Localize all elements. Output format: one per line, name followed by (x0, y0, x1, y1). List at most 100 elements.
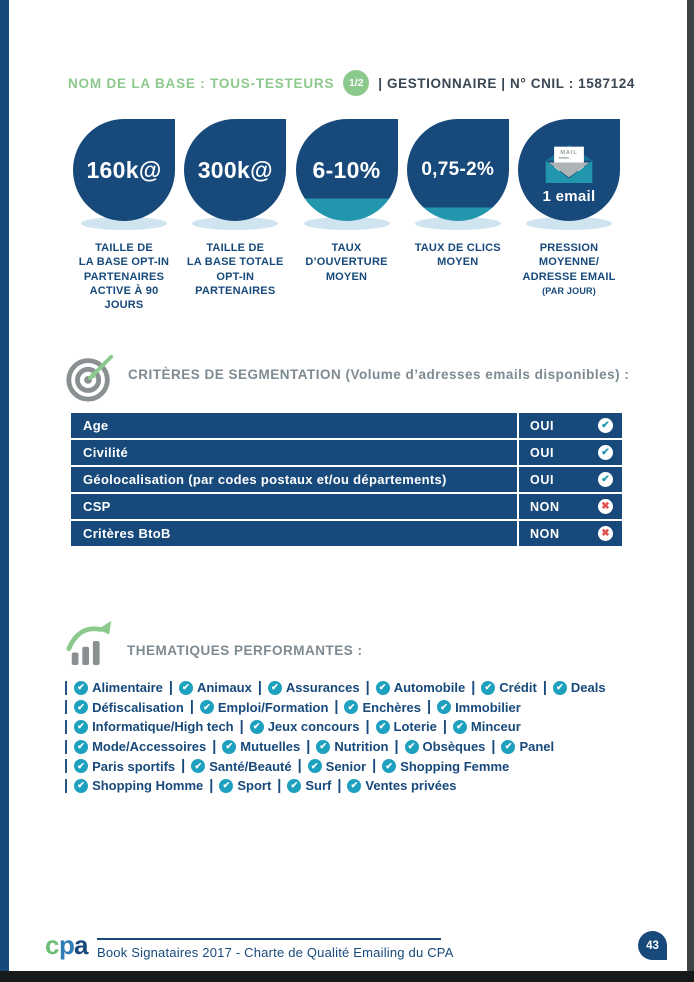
thematique-label: Sport (237, 778, 272, 794)
separator-bar: | (365, 718, 370, 735)
criterion-value-cell: OUI ✔ (517, 467, 622, 492)
stat-shadow (414, 217, 501, 230)
check-circle-icon: ✔ (249, 719, 264, 734)
base-name-label: NOM DE LA BASE : TOUS-TESTEURS (68, 75, 335, 91)
thematique-item: | ✔ Surf (277, 778, 331, 794)
check-circle-icon: ✔ (222, 739, 237, 754)
thematique-label: Senior (325, 758, 367, 774)
stat-sublabel: (PAR JOUR) (542, 285, 596, 296)
check-circle-icon: ✔ (316, 739, 331, 754)
separator-bar: | (334, 699, 339, 716)
separator-bar: | (471, 679, 476, 696)
check-circle-icon: ✔ (452, 719, 467, 734)
page-right-border (687, 0, 694, 982)
stat-value: 6-10% (312, 156, 381, 183)
thematique-item: | ✔ Shopping Homme (64, 778, 203, 794)
separator-bar: | (64, 718, 69, 735)
criterion-label: Critères BtoB (83, 526, 171, 541)
check-circle-icon: ✔ (74, 719, 89, 734)
thematique-item: | ✔ Deals (543, 680, 606, 696)
thematique-label: Mode/Accessoires (92, 739, 207, 755)
separator-bar: | (394, 738, 399, 755)
table-row: Géolocalisation (par codes postaux et/ou… (71, 467, 622, 492)
thematique-item: | ✔ Enchères (334, 699, 421, 715)
logo-letter-c: c (45, 930, 59, 960)
cross-circle-icon: ✖ (598, 499, 613, 514)
separator-bar: | (365, 679, 370, 696)
stat-shadow (526, 217, 612, 230)
check-circle-icon: ✔ (347, 778, 362, 793)
thematiques-line: | ✔ Informatique/High tech | ✔ Jeux conc… (64, 717, 649, 737)
thematique-item: | ✔ Défiscalisation (64, 699, 184, 715)
segmentation-title: CRITÈRES DE SEGMENTATION (Volume d’adres… (128, 367, 630, 382)
check-circle-icon: ✔ (404, 739, 419, 754)
thematique-item: | ✔ Crédit (471, 680, 537, 696)
stat-value: 1 email (542, 187, 596, 205)
separator-bar: | (168, 679, 173, 696)
criterion-value: OUI (530, 472, 555, 487)
thematiques-line: | ✔ Défiscalisation | ✔ Emploi/Formation… (64, 698, 649, 718)
thematique-label: Animaux (196, 680, 252, 696)
check-circle-icon: ✔ (74, 700, 89, 715)
check-circle-icon: ✔ (74, 759, 89, 774)
table-row: Critères BtoB NON ✖ (71, 521, 622, 546)
stat-bubble: 300k@ (184, 119, 287, 221)
criterion-label: CSP (83, 499, 111, 514)
header: NOM DE LA BASE : TOUS-TESTEURS 1/2 | GES… (68, 70, 635, 96)
page-left-border (0, 0, 9, 982)
logo-letter-p: p (59, 930, 75, 960)
footer-text: Book Signataires 2017 - Charte de Qualit… (97, 945, 454, 960)
stat-item: 160k@ TAILLE DE LA BASE OPT-IN PARTENAIR… (71, 119, 177, 312)
stat-label: TAUX DE CLICS MOYEN (414, 242, 501, 269)
table-row: Civilité OUI ✔ (71, 440, 622, 465)
thematique-label: Santé/Beauté (209, 758, 292, 774)
cpa-logo: c p a (45, 928, 91, 962)
separator-bar: | (209, 777, 214, 794)
stat-bubble: MAIL 1 email (518, 119, 620, 221)
stat-bubble: 0,75-2% (406, 119, 509, 221)
separator-bar: | (372, 758, 377, 775)
thematique-item: | ✔ Mutuelles (212, 739, 300, 755)
criterion-value-cell: NON ✖ (517, 521, 622, 546)
target-icon (64, 350, 116, 409)
separator-bar: | (181, 758, 186, 775)
thematique-label: Défiscalisation (92, 699, 184, 715)
separator-bar: | (64, 699, 69, 716)
thematique-label: Ventes privées (365, 778, 457, 794)
thematique-item: | ✔ Minceur (443, 719, 521, 735)
thematiques-line: | ✔ Shopping Homme | ✔ Sport | ✔ Surf | … (64, 776, 649, 796)
check-circle-icon: ✔ (191, 759, 206, 774)
stat-value: 300k@ (197, 156, 273, 183)
thematique-item: | ✔ Alimentaire (64, 680, 163, 696)
criterion-value: NON (530, 499, 560, 514)
criterion-value: OUI (530, 445, 555, 460)
thematique-item: | ✔ Senior (298, 758, 367, 774)
thematiques-title: THEMATIQUES PERFORMANTES : (127, 643, 363, 658)
check-circle-icon: ✔ (307, 759, 322, 774)
check-circle-icon: ✔ (74, 778, 89, 793)
thematique-label: Nutrition (334, 739, 389, 755)
thematique-label: Jeux concours (267, 719, 360, 735)
separator-bar: | (64, 777, 69, 794)
check-circle-icon: ✔ (267, 680, 282, 695)
thematique-label: Crédit (499, 680, 537, 696)
thematique-label: Loterie (393, 719, 437, 735)
thematique-item: | ✔ Ventes privées (337, 778, 456, 794)
growth-chart-icon (66, 617, 114, 672)
thematique-item: | ✔ Shopping Femme (372, 758, 509, 774)
stats-row: 160k@ TAILLE DE LA BASE OPT-IN PARTENAIR… (71, 119, 622, 312)
stat-bubble: 160k@ (73, 119, 175, 221)
check-circle-icon: ✔ (219, 778, 234, 793)
stat-value: 0,75-2% (421, 159, 495, 180)
separator-bar: | (257, 679, 262, 696)
thematique-item: | ✔ Nutrition (306, 739, 388, 755)
check-circle-icon: ✔ (375, 719, 390, 734)
page-fraction-badge: 1/2 (343, 70, 370, 96)
criterion-value: OUI (530, 418, 555, 433)
stat-label: TAUX D’OUVERTURE MOYEN (305, 242, 388, 283)
page-number-badge: 43 (638, 931, 667, 960)
check-circle-icon: ✔ (501, 739, 516, 754)
thematique-label: Shopping Homme (92, 778, 204, 794)
mail-label: MAIL (560, 150, 577, 156)
